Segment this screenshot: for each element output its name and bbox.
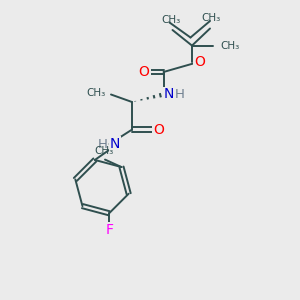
Text: CH₃: CH₃ — [220, 40, 240, 51]
Text: N: N — [164, 88, 174, 101]
Text: CH₃: CH₃ — [94, 146, 113, 156]
Text: N: N — [110, 137, 120, 151]
Text: CH₃: CH₃ — [202, 13, 221, 23]
Text: F: F — [105, 223, 113, 237]
Text: CH₃: CH₃ — [161, 15, 181, 25]
Text: O: O — [139, 65, 149, 79]
Text: O: O — [194, 55, 205, 68]
Text: H: H — [175, 88, 185, 101]
Text: O: O — [154, 123, 164, 136]
Text: H: H — [98, 137, 108, 151]
Text: CH₃: CH₃ — [86, 88, 106, 98]
